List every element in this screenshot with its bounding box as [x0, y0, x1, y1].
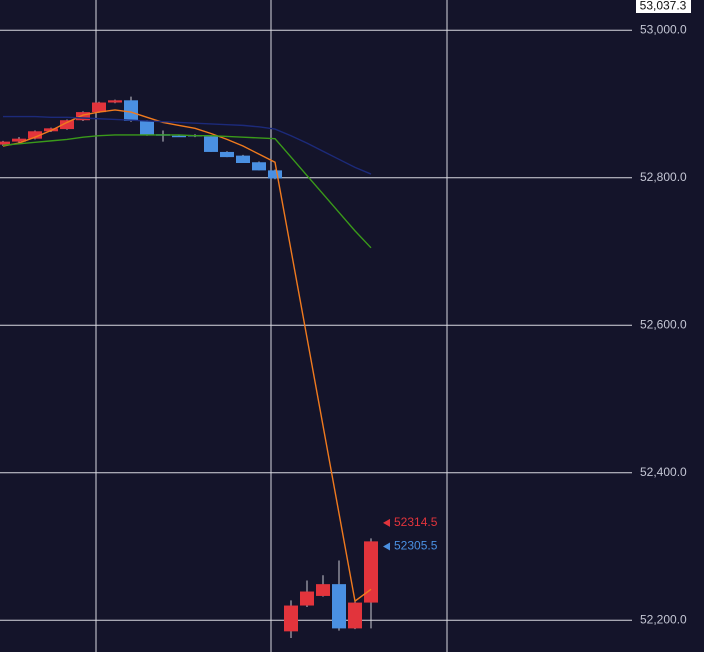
candle-body — [28, 131, 42, 139]
last-price-marker — [383, 518, 390, 527]
candle-body — [108, 100, 122, 103]
crosshair-price-box — [636, 0, 691, 13]
candle-body — [92, 102, 106, 113]
y-tick-label: 52,600.0 — [640, 317, 687, 331]
candle-body — [364, 541, 378, 603]
y-tick-label: 52,800.0 — [640, 170, 687, 184]
candle-body — [300, 591, 314, 606]
candle-body — [0, 141, 10, 145]
y-tick-label: 53,000.0 — [640, 22, 687, 36]
last-price-label: 52314.5 — [394, 515, 438, 529]
candle-body — [236, 155, 250, 163]
moving-average-line — [3, 115, 372, 175]
candle-body — [332, 584, 346, 629]
candle-body — [316, 584, 330, 596]
candle-body — [204, 136, 218, 152]
candle-body — [140, 120, 154, 135]
y-tick-label: 52,200.0 — [640, 612, 687, 626]
moving-average-line — [2, 134, 372, 249]
last-price-marker — [383, 542, 390, 551]
candle-body — [60, 120, 74, 130]
candle-body — [220, 151, 234, 158]
candle-body — [348, 602, 362, 629]
candle-body — [268, 170, 282, 179]
candle-body — [252, 162, 266, 171]
candle-body — [12, 138, 26, 142]
moving-average-line — [2, 109, 372, 603]
candle-body — [172, 135, 186, 138]
candle-body — [76, 112, 90, 121]
candle-body — [124, 100, 138, 121]
last-price-label: 52305.5 — [394, 539, 438, 553]
y-tick-label: 52,400.0 — [640, 465, 687, 479]
candle-body — [284, 605, 298, 632]
crosshair-price-label: 53,037.3 — [640, 0, 687, 13]
